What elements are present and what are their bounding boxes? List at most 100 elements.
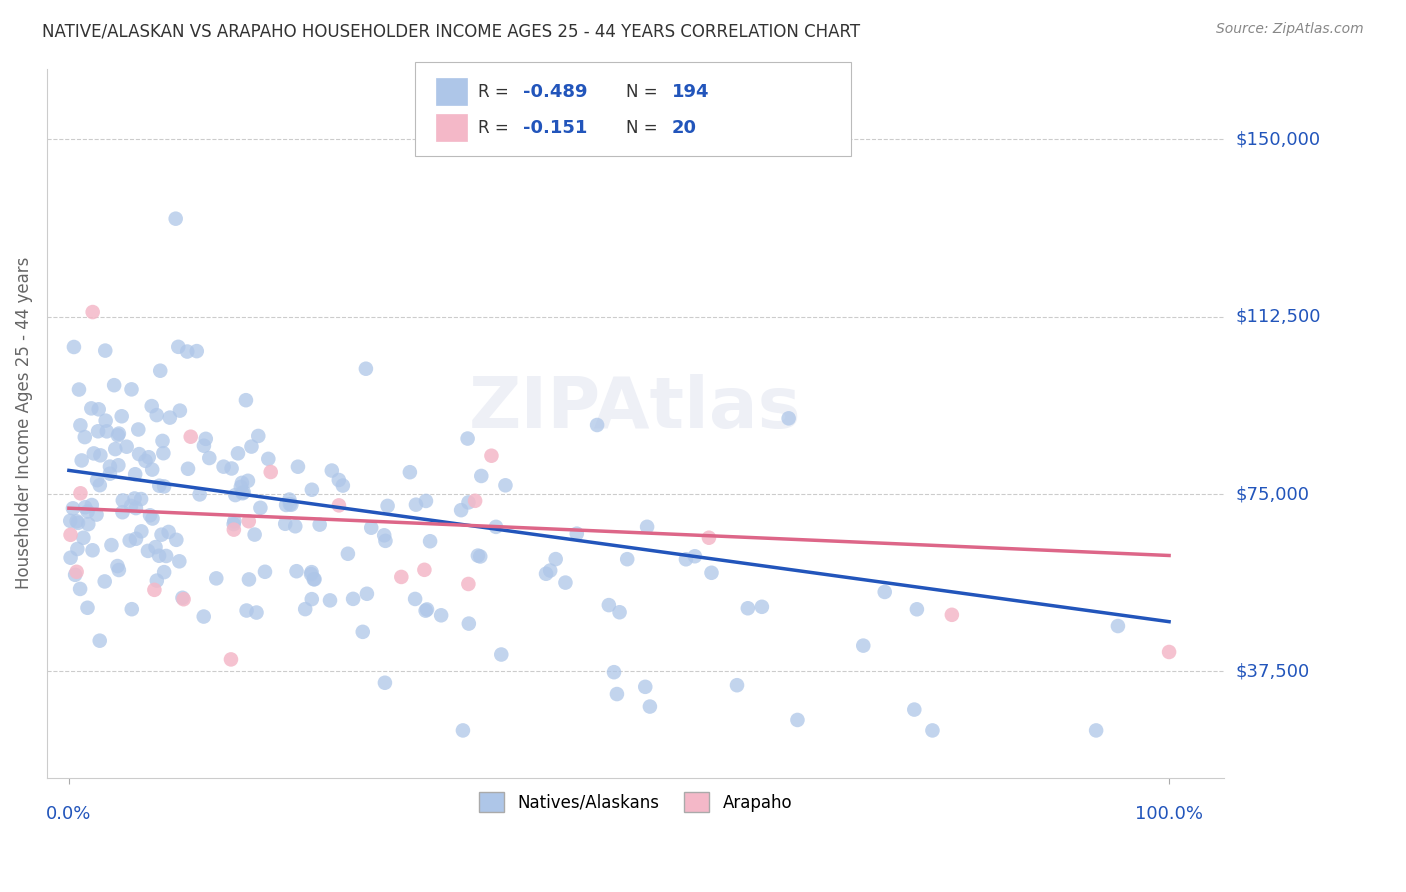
Point bbox=[903, 702, 925, 716]
Point bbox=[141, 399, 163, 413]
Text: -0.151: -0.151 bbox=[523, 119, 588, 136]
Point bbox=[127, 422, 149, 436]
Point bbox=[152, 434, 174, 448]
Point bbox=[243, 527, 266, 541]
Point bbox=[415, 604, 437, 618]
Point bbox=[229, 480, 252, 494]
Point bbox=[457, 432, 479, 446]
Point bbox=[93, 574, 115, 589]
Point bbox=[257, 451, 280, 466]
Point bbox=[150, 527, 173, 541]
Point bbox=[274, 516, 297, 531]
Point bbox=[173, 592, 195, 607]
Point bbox=[304, 572, 326, 586]
Point bbox=[83, 446, 105, 460]
Point bbox=[80, 401, 103, 416]
Text: 194: 194 bbox=[672, 83, 710, 101]
Point bbox=[82, 305, 104, 319]
Point bbox=[66, 516, 89, 530]
Point bbox=[308, 517, 330, 532]
Point bbox=[538, 564, 561, 578]
Point bbox=[155, 549, 177, 563]
Point bbox=[167, 340, 190, 354]
Point bbox=[464, 493, 486, 508]
Point bbox=[415, 494, 437, 508]
Text: $37,500: $37,500 bbox=[1236, 663, 1309, 681]
Point bbox=[280, 498, 302, 512]
Point bbox=[287, 459, 309, 474]
Point bbox=[609, 605, 631, 619]
Text: -0.489: -0.489 bbox=[523, 83, 588, 101]
Point bbox=[125, 501, 148, 516]
Point bbox=[245, 606, 267, 620]
Point bbox=[107, 559, 129, 574]
Point bbox=[634, 680, 657, 694]
Point bbox=[193, 609, 215, 624]
Point bbox=[146, 574, 169, 588]
Text: $150,000: $150,000 bbox=[1236, 130, 1320, 148]
Point bbox=[481, 449, 503, 463]
Point bbox=[544, 552, 567, 566]
Y-axis label: Householder Income Ages 25 - 44 years: Householder Income Ages 25 - 44 years bbox=[15, 257, 32, 590]
Point bbox=[165, 533, 187, 547]
Point bbox=[77, 517, 100, 532]
Text: R =: R = bbox=[478, 119, 515, 136]
Point bbox=[67, 383, 90, 397]
Point bbox=[905, 602, 928, 616]
Point bbox=[152, 446, 174, 460]
Point bbox=[565, 526, 588, 541]
Point bbox=[149, 364, 172, 378]
Point bbox=[172, 591, 194, 605]
Point bbox=[284, 519, 307, 533]
Point bbox=[118, 533, 141, 548]
Point bbox=[238, 573, 260, 587]
Point bbox=[86, 473, 108, 487]
Point bbox=[249, 500, 271, 515]
Point bbox=[638, 699, 661, 714]
Point bbox=[98, 467, 121, 481]
Point bbox=[87, 424, 110, 438]
Point bbox=[165, 211, 187, 226]
Point bbox=[89, 478, 111, 492]
Point bbox=[111, 493, 134, 508]
Text: $75,000: $75,000 bbox=[1236, 485, 1309, 503]
Point bbox=[141, 511, 163, 525]
Point bbox=[616, 552, 638, 566]
Point bbox=[82, 543, 104, 558]
Point bbox=[65, 565, 87, 579]
Point bbox=[121, 383, 143, 397]
Point bbox=[231, 475, 253, 490]
Point bbox=[111, 505, 134, 519]
Point bbox=[180, 430, 202, 444]
Point bbox=[873, 585, 896, 599]
Text: N =: N = bbox=[626, 119, 662, 136]
Point bbox=[131, 524, 153, 539]
Point bbox=[294, 602, 316, 616]
Point bbox=[606, 687, 628, 701]
Point bbox=[683, 549, 706, 564]
Point bbox=[145, 408, 167, 422]
Point bbox=[1107, 619, 1129, 633]
Point bbox=[205, 571, 228, 585]
Text: Source: ZipAtlas.com: Source: ZipAtlas.com bbox=[1216, 22, 1364, 37]
Point bbox=[301, 592, 323, 607]
Text: ZIPAtlas: ZIPAtlas bbox=[470, 375, 801, 443]
Point bbox=[148, 479, 170, 493]
Point bbox=[86, 508, 108, 522]
Point bbox=[586, 417, 609, 432]
Point bbox=[430, 608, 453, 623]
Point bbox=[603, 665, 626, 680]
Text: R =: R = bbox=[478, 83, 515, 101]
Point bbox=[124, 491, 146, 506]
Point bbox=[115, 440, 138, 454]
Point bbox=[136, 544, 159, 558]
Point bbox=[276, 498, 298, 512]
Point bbox=[145, 540, 167, 554]
Point bbox=[377, 499, 399, 513]
Point bbox=[416, 602, 439, 616]
Text: N =: N = bbox=[626, 83, 662, 101]
Point bbox=[778, 411, 800, 425]
Point bbox=[94, 343, 117, 358]
Point bbox=[235, 603, 257, 617]
Point bbox=[73, 430, 96, 444]
